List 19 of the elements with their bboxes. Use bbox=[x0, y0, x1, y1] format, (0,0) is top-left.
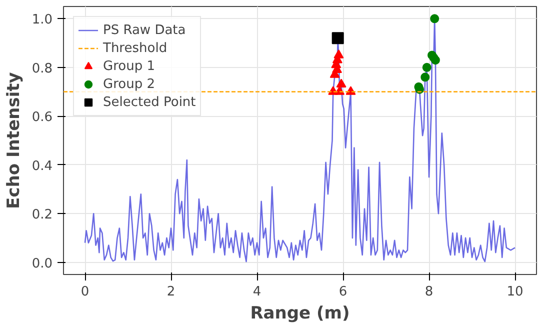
legend-label: Group 2 bbox=[103, 76, 155, 93]
x-tick-label: 6 bbox=[338, 284, 348, 300]
legend-label: Group 1 bbox=[103, 58, 155, 75]
y-tick-label: 0.4 bbox=[32, 158, 53, 174]
legend-label: PS Raw Data bbox=[103, 22, 186, 39]
y-tick-label: 0.6 bbox=[32, 110, 53, 126]
x-tick-label: 8 bbox=[424, 284, 434, 300]
y-tick-label: 0.0 bbox=[32, 256, 53, 272]
y-tick-label: 0.2 bbox=[32, 208, 53, 223]
y-axis-title: Echo Intensity bbox=[4, 72, 24, 209]
legend-label: Threshold bbox=[103, 40, 168, 57]
x-tick-label: 0 bbox=[80, 284, 90, 300]
x-tick-label: 4 bbox=[252, 284, 262, 300]
y-tick-label: 1.0 bbox=[32, 12, 53, 28]
x-axis-title: Range (m) bbox=[250, 304, 350, 324]
legend-label: Selected Point bbox=[103, 94, 196, 111]
x-tick-label: 10 bbox=[506, 284, 524, 300]
x-tick-label: 2 bbox=[166, 284, 176, 300]
y-tick-label: 0.8 bbox=[32, 61, 53, 76]
